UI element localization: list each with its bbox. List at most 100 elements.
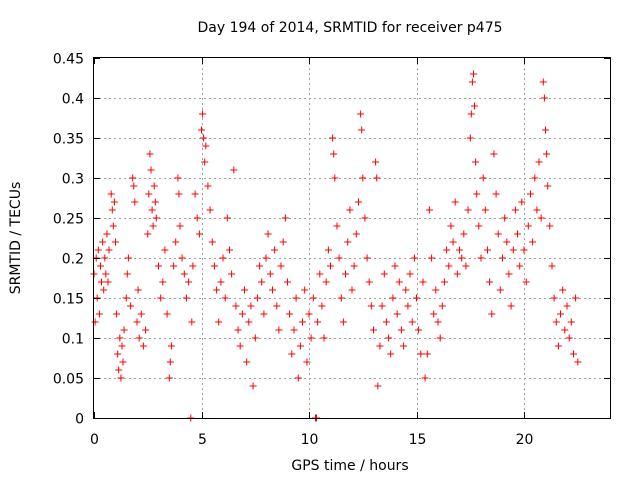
data-point bbox=[130, 182, 138, 190]
y-axis-label: SRMTID / TECUs bbox=[8, 182, 24, 295]
data-point bbox=[234, 326, 242, 334]
data-point bbox=[365, 278, 373, 286]
data-point bbox=[346, 206, 354, 214]
data-point bbox=[522, 278, 530, 286]
data-point bbox=[107, 190, 115, 198]
data-point bbox=[361, 214, 369, 222]
data-point bbox=[208, 238, 216, 246]
data-point bbox=[95, 310, 103, 318]
data-point bbox=[486, 278, 494, 286]
data-point bbox=[178, 254, 186, 262]
data-point bbox=[292, 294, 300, 302]
data-point bbox=[496, 286, 504, 294]
data-point bbox=[253, 294, 261, 302]
data-point bbox=[546, 222, 554, 230]
data-point bbox=[176, 222, 184, 230]
data-point bbox=[425, 206, 433, 214]
data-point bbox=[499, 254, 506, 262]
data-point bbox=[103, 230, 111, 238]
data-point bbox=[479, 174, 487, 182]
data-point bbox=[447, 222, 455, 230]
data-point bbox=[147, 166, 155, 174]
data-point bbox=[286, 310, 294, 318]
data-point bbox=[460, 230, 468, 238]
data-point bbox=[279, 238, 287, 246]
data-point bbox=[503, 238, 511, 246]
data-point bbox=[570, 350, 577, 358]
data-point bbox=[436, 334, 444, 342]
data-point bbox=[389, 294, 397, 302]
y-tick-label: 0.4 bbox=[62, 92, 84, 108]
data-point bbox=[449, 238, 457, 246]
data-point bbox=[559, 286, 567, 294]
data-point bbox=[373, 174, 381, 182]
data-point bbox=[206, 206, 214, 214]
data-point bbox=[161, 246, 169, 254]
x-tick-label: 5 bbox=[198, 432, 207, 448]
data-point bbox=[137, 310, 145, 318]
data-point bbox=[264, 230, 272, 238]
data-point bbox=[520, 246, 528, 254]
data-point bbox=[189, 262, 197, 270]
data-point bbox=[327, 262, 334, 270]
data-point bbox=[333, 222, 341, 230]
data-point bbox=[104, 278, 112, 286]
data-point bbox=[258, 278, 266, 286]
data-point bbox=[548, 262, 556, 270]
data-point bbox=[470, 70, 477, 78]
data-point bbox=[94, 246, 102, 254]
data-point bbox=[348, 286, 356, 294]
data-point bbox=[481, 206, 489, 214]
data-point bbox=[537, 214, 545, 222]
data-point bbox=[135, 334, 143, 342]
data-point bbox=[119, 358, 127, 366]
data-point bbox=[402, 286, 410, 294]
data-point bbox=[355, 198, 362, 206]
data-point bbox=[543, 150, 551, 158]
data-point bbox=[144, 230, 152, 238]
data-point bbox=[488, 310, 496, 318]
data-point bbox=[275, 326, 283, 334]
data-point bbox=[188, 318, 196, 326]
data-point bbox=[271, 246, 279, 254]
data-point bbox=[155, 262, 162, 270]
data-point bbox=[245, 318, 253, 326]
data-point bbox=[432, 286, 440, 294]
data-point bbox=[133, 318, 141, 326]
data-point bbox=[385, 334, 393, 342]
data-point bbox=[232, 302, 240, 310]
data-point bbox=[226, 246, 233, 254]
data-point bbox=[417, 350, 425, 358]
data-point bbox=[195, 230, 203, 238]
data-point bbox=[172, 238, 180, 246]
data-point bbox=[376, 342, 384, 350]
data-point bbox=[113, 310, 121, 318]
data-point bbox=[458, 254, 466, 262]
data-point bbox=[277, 262, 285, 270]
data-point bbox=[561, 326, 569, 334]
data-point bbox=[122, 294, 130, 302]
data-point bbox=[142, 326, 150, 334]
data-point bbox=[175, 190, 183, 198]
data-point bbox=[344, 238, 352, 246]
data-point bbox=[367, 302, 375, 310]
data-point bbox=[550, 294, 558, 302]
data-point bbox=[247, 302, 255, 310]
data-point bbox=[213, 286, 221, 294]
data-point bbox=[165, 374, 173, 382]
data-point bbox=[294, 374, 302, 382]
data-point bbox=[430, 310, 438, 318]
data-point bbox=[473, 190, 481, 198]
y-tick-label: 0.1 bbox=[62, 332, 84, 348]
data-point bbox=[324, 246, 332, 254]
data-point bbox=[342, 270, 349, 278]
data-point bbox=[531, 174, 539, 182]
data-point bbox=[152, 214, 160, 222]
data-point bbox=[296, 342, 304, 350]
data-point bbox=[127, 302, 135, 310]
data-point bbox=[518, 198, 526, 206]
y-tick-label: 0.2 bbox=[62, 252, 84, 268]
data-point bbox=[370, 326, 377, 334]
data-point bbox=[387, 350, 395, 358]
data-point bbox=[115, 366, 123, 374]
